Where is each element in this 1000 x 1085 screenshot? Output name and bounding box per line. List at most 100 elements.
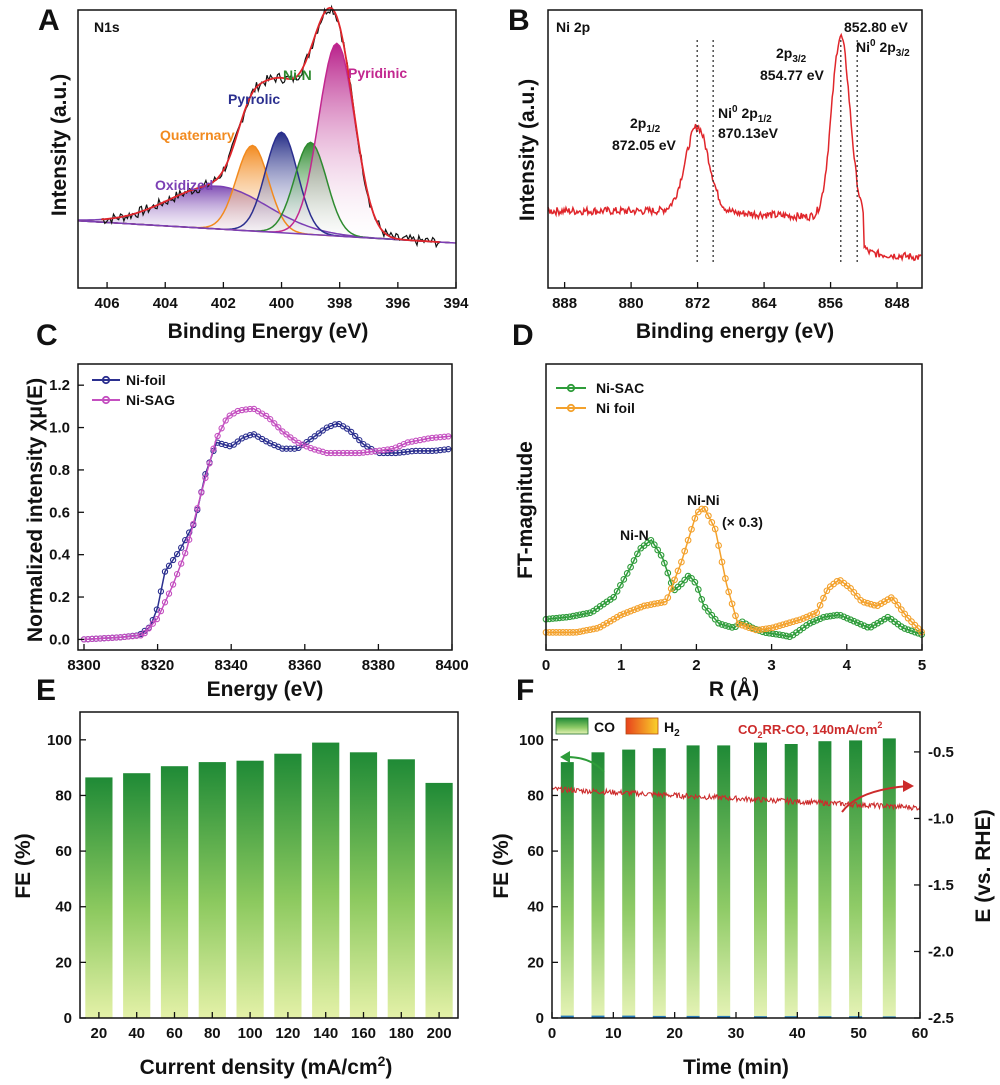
series-ni-sag-point — [214, 432, 221, 440]
panel-a-ylabel: Intensity (a.u.) — [48, 74, 71, 216]
co-bar-6 — [754, 742, 767, 1018]
panel-f-ytick-20-label: 20 — [527, 954, 544, 971]
series-ni-sac-point — [897, 623, 905, 630]
panel-e-xtick-60-label: 60 — [166, 1025, 183, 1042]
series-ni-sag-point — [210, 445, 217, 452]
series-ni-sac-point — [853, 619, 861, 627]
panel-e-ytick-20-label: 20 — [55, 954, 72, 971]
series-ni-sac-point — [816, 615, 824, 623]
annotation-2p12-label: 2p1/2 — [630, 115, 661, 135]
panel-f-xtick-60-label: 60 — [912, 1025, 929, 1042]
series-ni-sac-point — [837, 611, 844, 619]
panel-letter-b: B — [508, 4, 530, 37]
series-ni-foil-point — [348, 428, 355, 436]
series-ni-sac-point — [728, 624, 736, 631]
component-pyrrolic-fill — [78, 132, 456, 243]
series-ni-foil-point — [742, 623, 750, 630]
series-ni-foil-point — [853, 592, 861, 600]
series-ni-foil-point — [287, 445, 294, 452]
series-ni-foil-point — [711, 525, 719, 533]
series-ni-foil-point — [654, 599, 662, 607]
series-ni-sac-point — [908, 627, 915, 635]
panel-letter-c: C — [36, 319, 58, 352]
series-ni-sag-point — [105, 634, 112, 642]
series-ni-sag-point — [173, 570, 181, 578]
series-ni-foil-point — [809, 610, 817, 618]
h2-bar-6 — [754, 1016, 767, 1018]
h2-bar-8 — [818, 1016, 832, 1018]
panel-f-y2tick-0-label: -2.5 — [928, 1010, 954, 1027]
bar-20 — [85, 777, 113, 1018]
h2-bar-4 — [686, 1015, 700, 1018]
co-bar-1 — [591, 752, 605, 1018]
series-ni-foil-point — [549, 629, 557, 636]
panel-b-xtick-864-label: 864 — [752, 295, 778, 312]
series-ni-sag-point — [348, 449, 355, 457]
panel-e-xtick-80-label: 80 — [204, 1025, 221, 1042]
series-ni-sac-point — [654, 546, 662, 554]
series-ni-foil-point — [908, 618, 915, 625]
arrow-left-head — [560, 751, 570, 763]
series-ni-foil-point — [698, 505, 706, 513]
panel-f-ytick-40-label: 40 — [527, 899, 544, 916]
series-ni-sac-point — [715, 619, 722, 627]
series-ni-foil-point — [603, 619, 611, 627]
series-ni-foil-point — [157, 588, 165, 595]
series-ni-sag-point — [263, 412, 270, 420]
legend-h2-label: H2 — [664, 719, 680, 739]
series-ni-sag-point — [283, 431, 290, 438]
series-ni-sag-point — [92, 635, 100, 642]
annotation-co2rr: CO2RR-CO, 140mA/cm2 — [738, 720, 882, 740]
legend-ni-foil-label: Ni-foil — [126, 372, 166, 388]
series-ni-foil-point — [161, 568, 169, 575]
series-ni-sac-point — [647, 536, 655, 544]
series-ni-sac-point — [864, 623, 871, 631]
series-ni-sac-point — [613, 587, 621, 595]
panel-letter-e: E — [36, 674, 56, 707]
series-ni-foil-point — [283, 445, 290, 452]
series-ni-foil-point — [620, 610, 628, 618]
series-ni-sac-point — [881, 615, 888, 623]
panel-a-xtick-402-label: 402 — [211, 295, 236, 312]
series-ni-foil-point — [850, 589, 858, 596]
panel-e-xtick-200-label: 200 — [427, 1025, 452, 1042]
annotation-ni0-2p32-label: Ni0 2p3/2 — [856, 38, 910, 59]
series-ni-foil-point — [870, 601, 878, 609]
panel-f-ylabel: FE (%) — [490, 833, 513, 898]
series-ni-foil-point — [246, 432, 254, 439]
series-ni-sag-point — [234, 407, 241, 415]
series-ni-sac-point — [850, 617, 858, 625]
series-ni-sac-point — [664, 569, 672, 577]
legend-ni-foil-d-marker — [566, 403, 576, 413]
series-ni-foil-point — [911, 621, 919, 629]
panel-a-xtick-396-label: 396 — [385, 295, 410, 312]
panel-c-ytick-0.6-label: 0.6 — [49, 504, 70, 521]
panel-f-stability: 0 10 20 30 40 50 60 0 20 40 60 80 100 -2.5 -2.0 -1.5 -1.… — [490, 711, 995, 1079]
series-ni-sag-point — [279, 428, 286, 435]
legend-ni-foil-d-label: Ni foil — [596, 400, 635, 416]
series-ni-foil-point — [881, 598, 888, 605]
series-ni-sac-point — [718, 621, 726, 628]
series-ni-sag-point — [364, 448, 371, 456]
series-ni-sag-point — [101, 635, 108, 642]
panel-c-ytick-1.2-label: 1.2 — [49, 377, 70, 394]
series-ni-sag-point — [319, 448, 326, 455]
series-ni-foil-point — [234, 438, 241, 445]
legend-co-label: CO — [594, 719, 615, 735]
annotation-2p12-value: 872.05 eV — [612, 137, 676, 153]
series-ni-foil-point — [412, 447, 420, 455]
legend-ni-foil-marker — [101, 375, 111, 385]
panel-d-xtick-3-label: 3 — [767, 657, 775, 674]
envelope-fit-line — [101, 6, 440, 243]
series-ni-sac-point — [809, 618, 817, 626]
series-ni-sac-point — [708, 611, 716, 619]
series-ni-sac-point — [830, 612, 837, 619]
panel-f-xtick-10-label: 10 — [605, 1025, 622, 1042]
series-ni-foil-point — [765, 624, 773, 632]
series-ni-sag-point — [323, 449, 331, 457]
panel-f-xtick-20-label: 20 — [666, 1025, 683, 1042]
series-ni-foil-point — [556, 629, 563, 636]
component-pyridinic-fill — [78, 43, 456, 244]
series-ni-sac-point — [681, 576, 689, 584]
series-ni-sac-point — [772, 630, 780, 638]
